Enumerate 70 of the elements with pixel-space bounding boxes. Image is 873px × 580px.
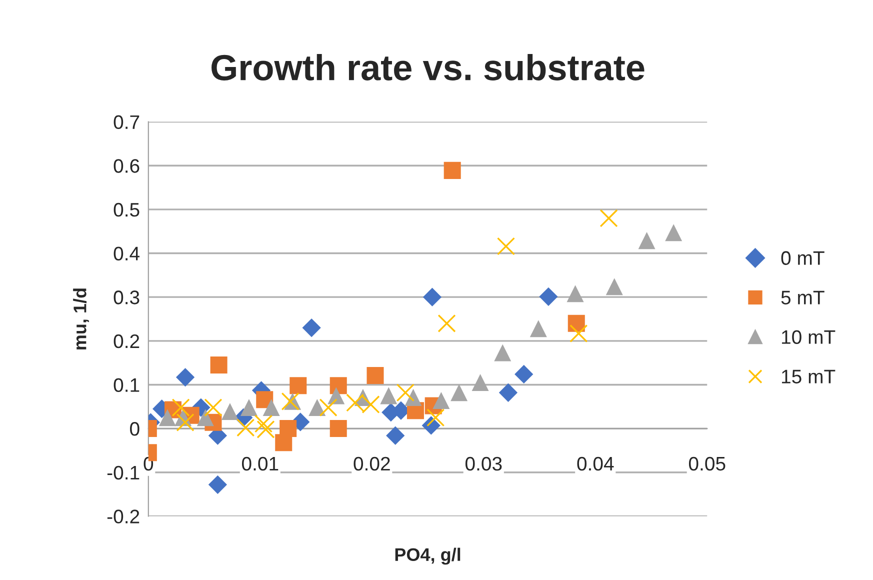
point [176,413,194,432]
point [638,232,656,250]
point [210,356,228,374]
point [281,392,300,410]
point [396,384,414,402]
point [404,388,422,406]
point [450,384,468,402]
x-tick-label: 0.01 [242,456,278,471]
point [240,399,258,416]
y-tick-label: 0.7 [114,115,140,130]
point [422,416,440,435]
point [568,314,585,332]
point [280,420,297,438]
point [496,237,516,256]
point [208,475,228,494]
point [196,409,214,426]
y-axis-title: mu, 1/d [73,288,89,350]
point [330,420,347,438]
y-tick-label: 0.5 [114,202,140,217]
x-tick-label: 0.03 [465,456,502,471]
y-tick-label: -0.1 [107,466,140,480]
point [444,162,461,179]
point [330,377,347,394]
point [432,392,450,410]
x-tick-label: 0.04 [577,456,614,471]
point [600,209,618,228]
point [366,367,384,384]
point [380,387,398,404]
point [530,320,547,338]
point [319,398,338,417]
point [221,402,238,420]
point [158,409,176,426]
legend-label: 0 mT [781,251,824,265]
point [254,414,273,433]
point [438,314,456,332]
point [539,287,558,306]
legend-label: 5 mT [781,290,824,304]
y-tick-label: 0.1 [114,378,140,392]
point [514,364,534,384]
point [176,368,195,387]
point [570,324,588,343]
point [172,398,190,417]
point [256,420,275,438]
y-tick-label: -0.2 [107,510,140,524]
legend-label: 15 mT [782,370,836,384]
x-tick-label: 0.02 [354,456,390,471]
point [386,426,405,445]
point [606,278,623,296]
x-axis-title: PO4, g/l [395,548,460,565]
point [308,399,326,416]
y-tick-label: 0.4 [114,246,140,261]
y-tick-label: 0.2 [114,334,140,348]
point [498,383,518,402]
x-tick-label: 0.05 [688,456,726,471]
point [262,399,280,416]
point [472,374,489,392]
y-tick-label: 0 [130,422,140,436]
point [204,398,222,417]
chart-title: Growth rate vs. substrate [212,54,644,80]
point [494,344,512,362]
point [426,408,445,427]
y-tick-label: 0.6 [114,159,140,173]
legend-label: 10 mT [782,330,836,344]
point [236,418,255,437]
point [290,377,307,394]
point [665,224,682,242]
point [566,285,584,302]
point [302,318,321,338]
y-tick-label: 0.3 [114,290,140,304]
point [422,288,442,306]
